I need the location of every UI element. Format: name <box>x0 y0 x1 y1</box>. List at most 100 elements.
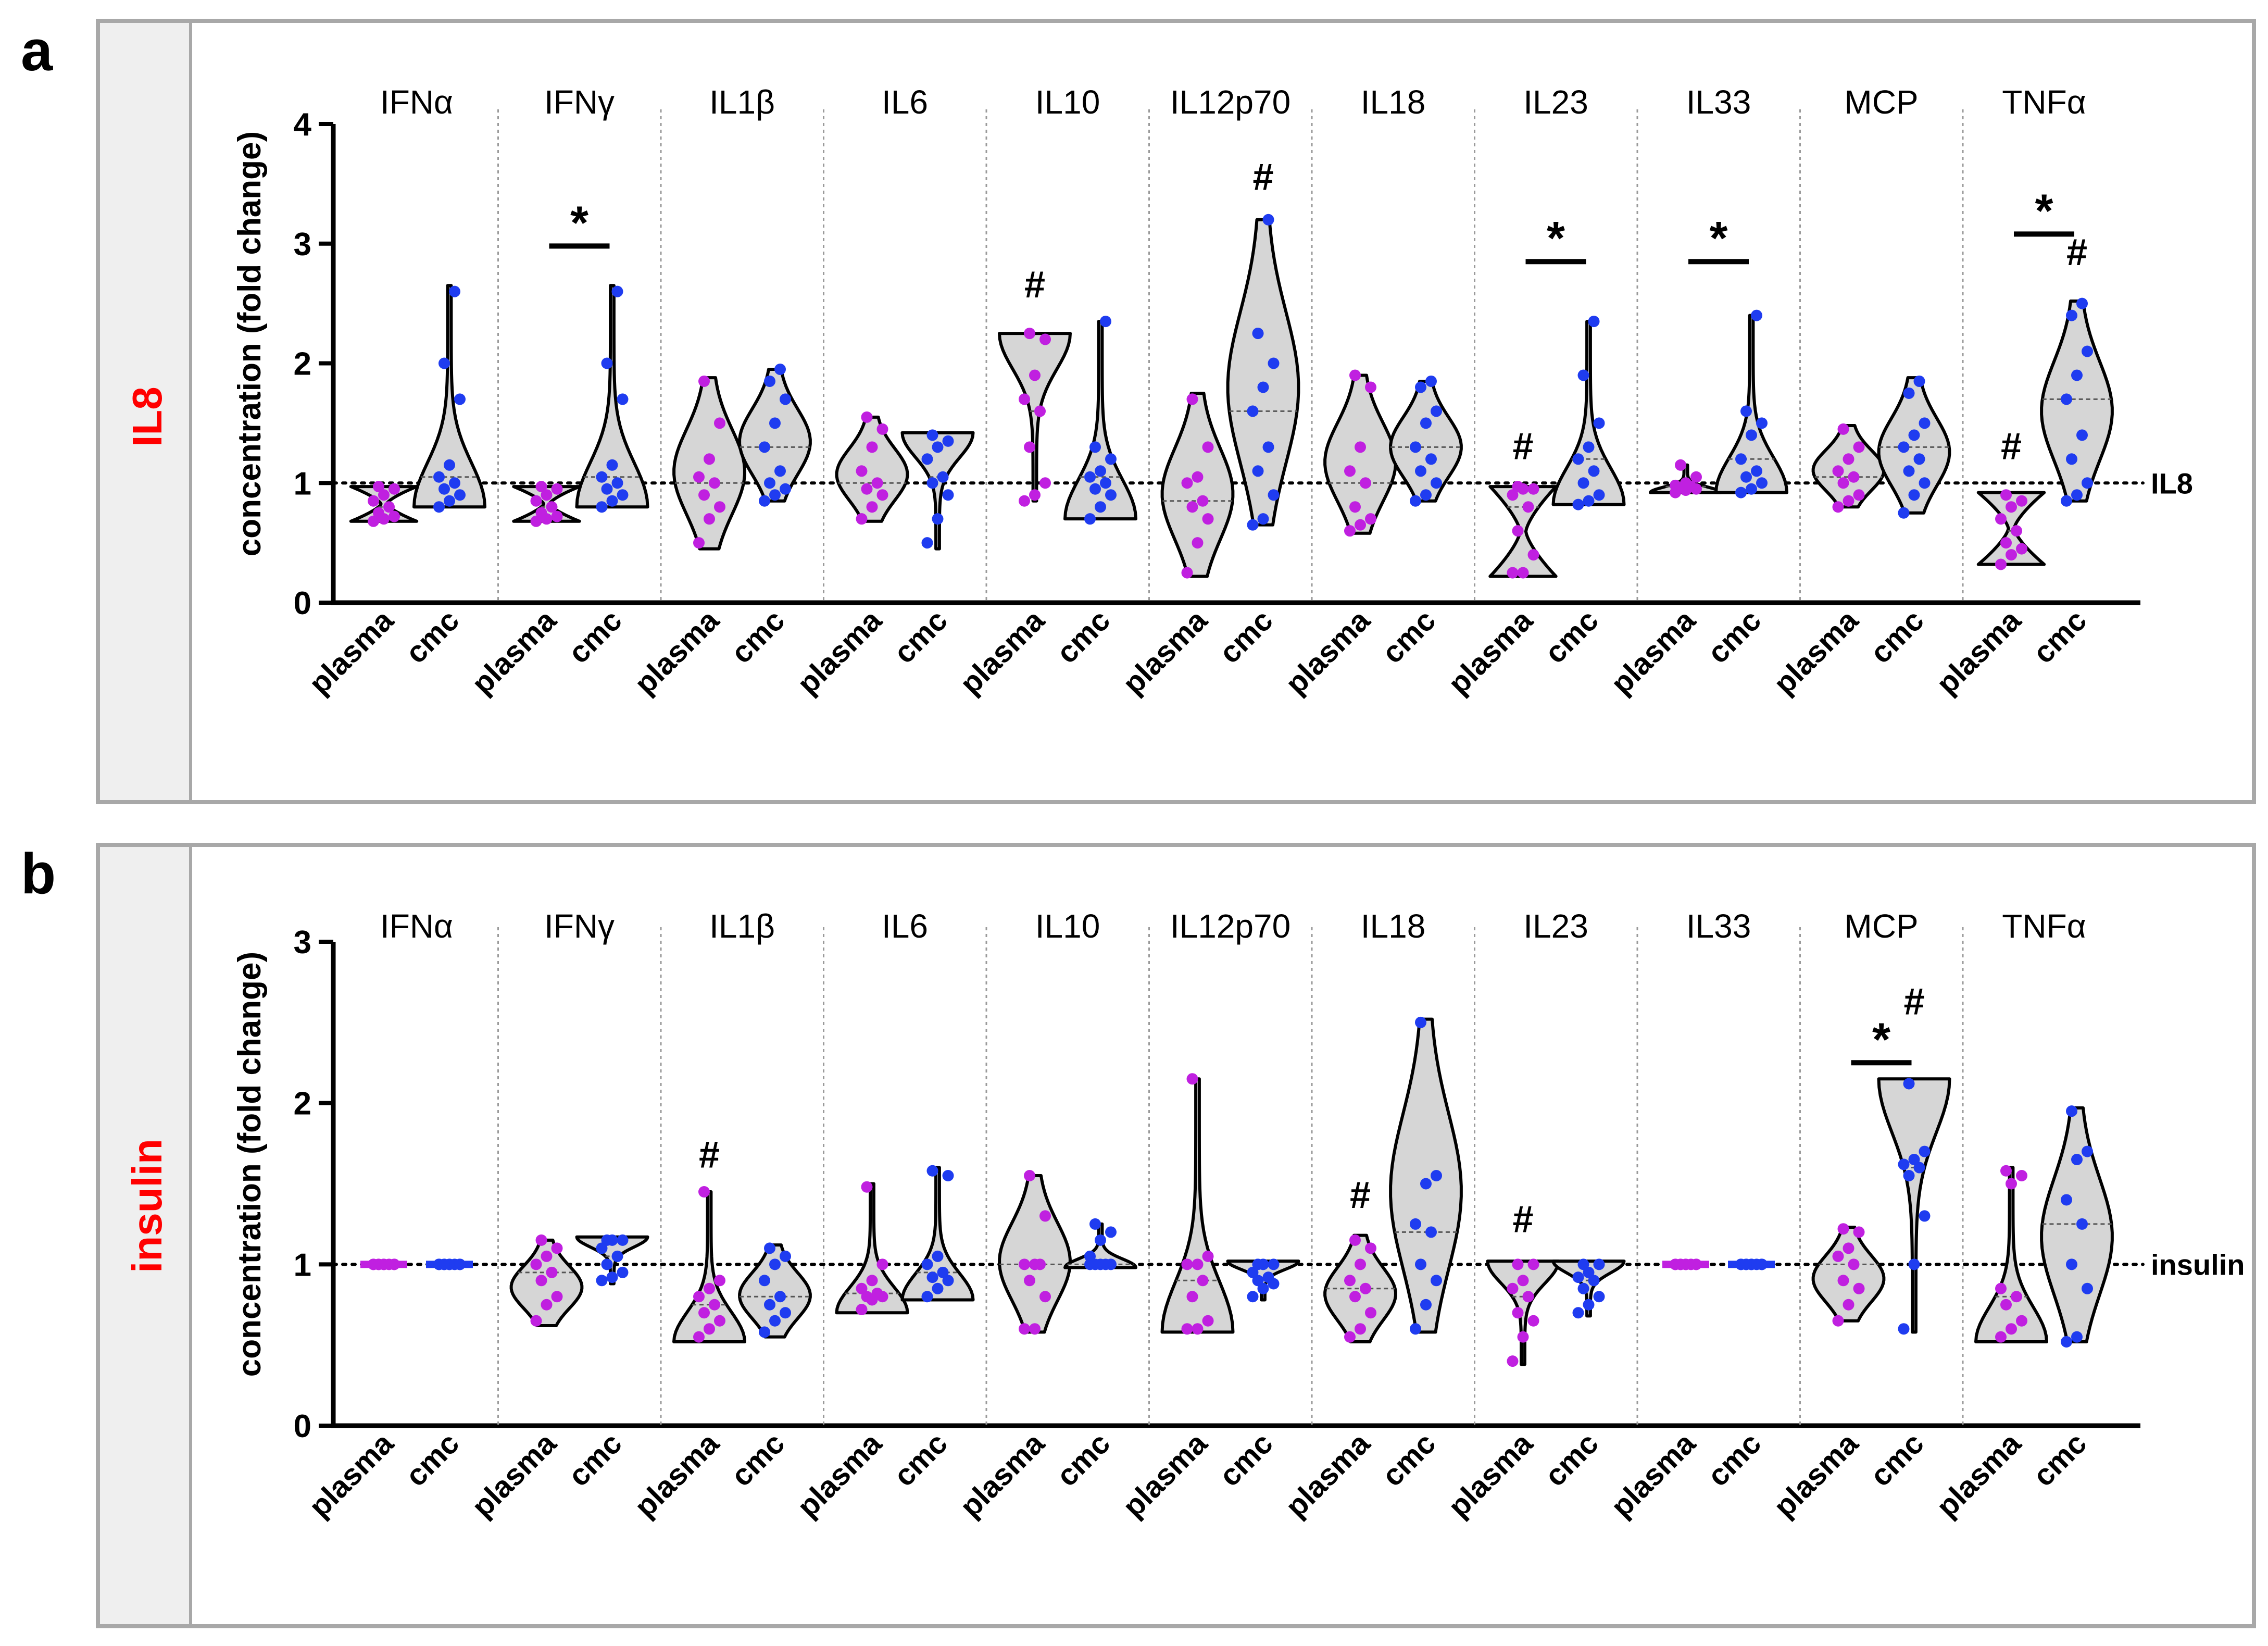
panel-b-tnfα-cmc-point <box>2066 1105 2077 1117</box>
panel-a-il10-plasma-violin <box>998 332 1072 503</box>
panel-a-il18-plasma-point <box>1355 441 1366 453</box>
panel-b-il1β-sig-hash-plasma: # <box>699 1134 720 1176</box>
panel-a-il33-cmc-point <box>1740 471 1752 483</box>
panel-a-ytick-label-4: 4 <box>294 107 312 143</box>
panel-a-il12p70-cmc-point <box>1257 513 1269 525</box>
panel-a-il33-cmc-point <box>1746 483 1757 495</box>
panel-a-ifnα-plasma-tick-label: plasma <box>303 603 400 701</box>
panel-b-tnfα-cmc-point <box>2061 1336 2072 1348</box>
panel-b-tnfα-cmc-point <box>2082 1282 2093 1294</box>
panel-b-mcp-cmc-violin <box>1877 1077 1951 1334</box>
panel-b-mcp-cmc-point <box>1908 1154 1920 1166</box>
panel-b-il6-plasma-point <box>856 1282 868 1294</box>
panel-a-ifnα-cmc-point <box>438 483 450 495</box>
panel-b-il1β-cmc-point <box>780 1250 791 1262</box>
panel-b-il1β-plasma-point <box>693 1291 705 1303</box>
panel-a-il10-plasma-point <box>1039 333 1051 345</box>
panel-a-mcp-plasma-tick-label: plasma <box>1767 603 1865 701</box>
panel-a-il12p70-plasma-point <box>1202 513 1214 525</box>
panel-b-ifnγ-plasma-point <box>541 1250 553 1262</box>
panel-b-il18-plasma-point <box>1344 1331 1356 1343</box>
panel-a-il6-cmc-point <box>932 441 944 453</box>
panel-a-il10-plasma-point <box>1019 495 1030 507</box>
panel-a-ifnα-cmc-point <box>454 489 466 501</box>
panel-b-tnfα-plasma-tick-label: plasma <box>1930 1426 2028 1524</box>
panel-b-il12p70-cmc-point <box>1262 1271 1274 1283</box>
panel-b-ytick-label-3: 3 <box>294 925 311 961</box>
panel-b-il6-cmc-point <box>921 1258 933 1270</box>
panel-a-il12p70-plasma-point <box>1186 501 1198 513</box>
panel-b-il1β-cmc-point <box>774 1291 786 1303</box>
panel-b-il23-plasma-point <box>1517 1331 1529 1343</box>
panel-a-il10-cmc-point <box>1100 316 1111 328</box>
panel-b-il6-cmc-point <box>932 1282 944 1294</box>
panel-b-tnfα-plasma-point <box>2016 1170 2027 1182</box>
panel-b-letter: b <box>21 842 56 906</box>
panel-b-il23-plasma-point <box>1517 1275 1529 1287</box>
panel-a-ifnα-plasma-point <box>373 481 384 493</box>
panel-b-mcp-plasma-point <box>1832 1315 1844 1327</box>
panel-b-il23-cmc-point <box>1572 1307 1584 1319</box>
panel-a-il33-cmc-point <box>1756 477 1768 489</box>
panel-a-il33-cmc-point <box>1751 309 1762 321</box>
panel-b-il1β-plasma-point <box>698 1186 710 1198</box>
panel-a-tnfα-cmc-point <box>2082 345 2093 357</box>
panel-a-il1β-plasma-point <box>698 489 710 501</box>
panel-b-tnfα-cmc-point <box>2071 1331 2083 1343</box>
panel-a-il10-plasma-point <box>1034 405 1046 417</box>
panel-a-ifnγ-cmc-tick-label: cmc <box>562 603 629 670</box>
panel-a-letter: a <box>21 19 53 83</box>
panel-a-il23-cmc-violin <box>1551 320 1626 506</box>
panel-a-il23-plasma-point <box>1507 489 1519 501</box>
panel-a-il10-cmc-point <box>1084 513 1096 525</box>
panel-a-il12p70-cmc-point <box>1247 405 1259 417</box>
panel-b-tnfα-plasma-point <box>2016 1315 2027 1327</box>
panel-a-il6-plasma-point <box>871 477 883 489</box>
panel-a-il6-cmc-point <box>942 435 954 447</box>
panel-b-mcp-cmc-tick-label: cmc <box>1864 1426 1931 1493</box>
panel-b-il1β-plasma-point <box>714 1275 725 1287</box>
panel-b-il18-cmc-point <box>1431 1170 1442 1182</box>
panel-b-ifnγ-cmc-point <box>617 1266 629 1278</box>
panel-b-il10-cmc-point <box>1089 1218 1101 1230</box>
panel-b-il23-plasma-point <box>1507 1355 1519 1367</box>
panel-a-il23-cmc-point <box>1588 465 1600 477</box>
panel-b-tnfα-category-label: TNFα <box>2002 907 2086 945</box>
panel-a-ifnα-plasma-point <box>368 495 379 507</box>
panel-a-il1β-plasma-point <box>693 537 705 549</box>
panel-b-il18-cmc-point <box>1420 1178 1432 1190</box>
panel-a-ifnα-plasma-point <box>383 501 395 513</box>
panel-b-il6-cmc-point <box>937 1266 949 1278</box>
panel-a-il12p70-cmc-point <box>1247 519 1259 531</box>
panel-a-ifnγ-plasma-point <box>551 483 563 495</box>
panel-a-il23-category-label: IL23 <box>1523 83 1588 121</box>
panel-a-tnfα-cmc-point <box>2076 297 2088 309</box>
panel-b-tnfα-cmc-point <box>2076 1218 2088 1230</box>
panel-a-tnfα-cmc-point <box>2066 453 2077 465</box>
panel-a-il12p70-plasma-point <box>1181 567 1193 579</box>
panel-b-il1β-cmc-point <box>759 1275 770 1287</box>
panel-a-il6-plasma-point <box>866 501 878 513</box>
panel-a-il12p70-plasma-point <box>1186 393 1198 405</box>
panel-a-ifnγ-plasma-point <box>530 495 542 507</box>
panel-a-il10-cmc-point <box>1100 477 1111 489</box>
panel-a-il10-plasma-point <box>1029 369 1041 381</box>
panel-a-il6-plasma-point <box>861 483 873 495</box>
panel-b-tnfα-plasma-point <box>2011 1291 2022 1303</box>
panel-b-ifnγ-cmc-point <box>596 1275 608 1287</box>
panel-a-mcp-plasma-point <box>1837 423 1849 435</box>
panel-a-il33-cmc-point <box>1756 417 1768 429</box>
panel-b-il12p70-plasma-violin <box>1160 1077 1235 1334</box>
panel-b-il6-plasma-point <box>871 1288 883 1300</box>
panel-a-il1β-cmc-violin <box>738 367 812 503</box>
panel-a-tnfα-sig-hash-cmc: # <box>2066 232 2087 273</box>
panel-a-tnfα-cmc-point <box>2061 393 2072 405</box>
panel-a-tnfα-cmc-point <box>2082 477 2093 489</box>
panel-a-il18-plasma-violin <box>1323 373 1397 535</box>
panel-b-tnfα-cmc-point <box>2071 1154 2083 1166</box>
panel-a-il1β-cmc-point <box>759 441 770 453</box>
panel-a-side-title: IL8 <box>124 386 170 447</box>
panel-b-il23-cmc-point <box>1593 1291 1605 1303</box>
panel-a-tnfα-plasma-point <box>2000 489 2012 501</box>
